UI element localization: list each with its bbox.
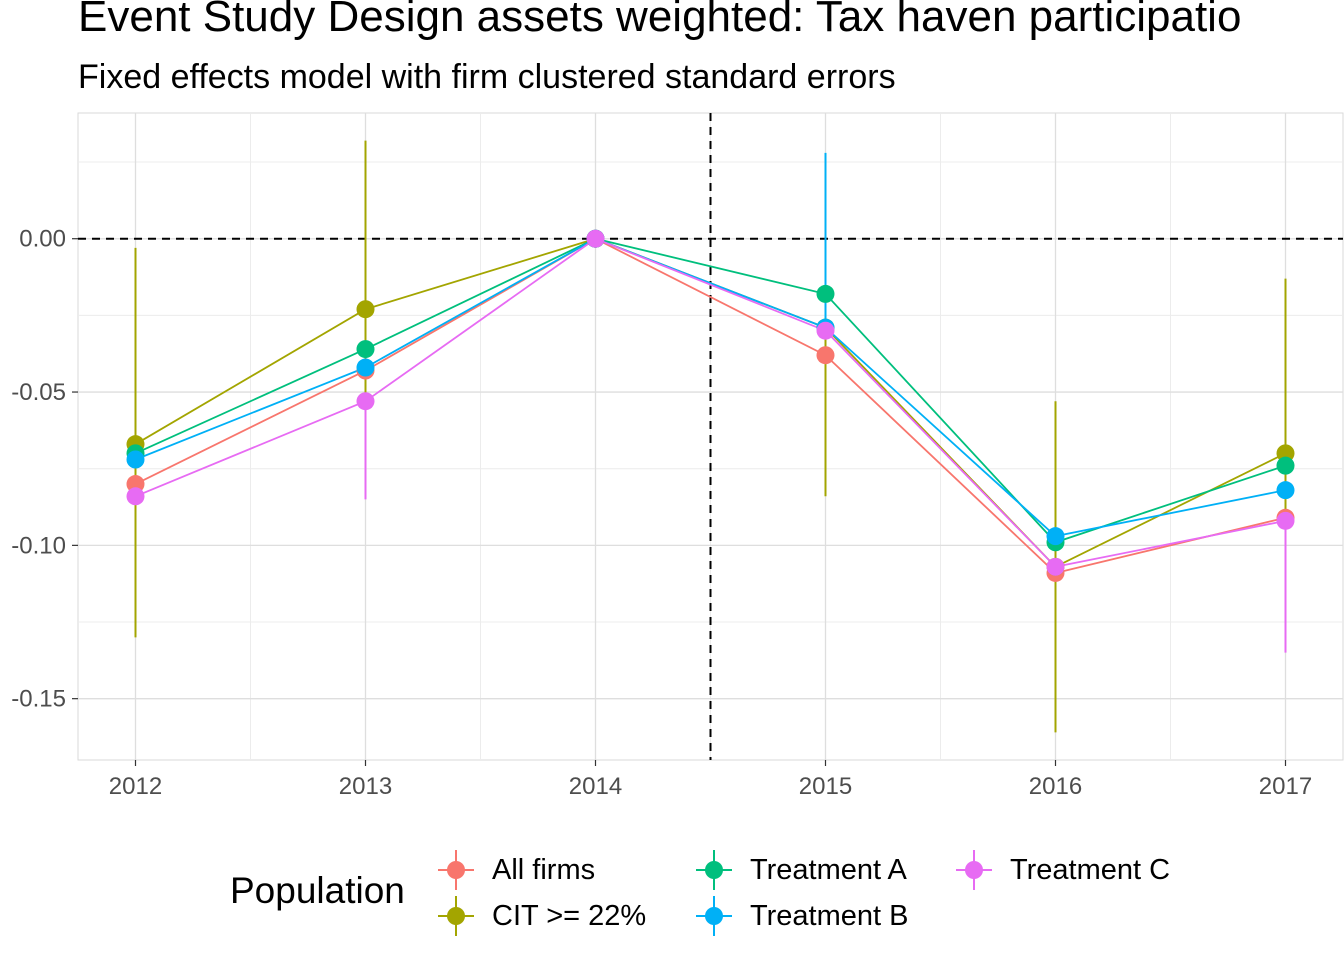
data-point (356, 358, 375, 377)
legend-key-icon (436, 896, 476, 936)
data-point (816, 321, 835, 340)
y-tick-label: -0.15 (11, 686, 66, 713)
data-point (1276, 481, 1295, 500)
legend-label: Treatment A (750, 853, 907, 886)
data-point (356, 340, 375, 359)
legend-dot (447, 861, 465, 879)
data-point (1276, 456, 1295, 475)
data-point (356, 300, 375, 319)
legend-key-icon (436, 850, 476, 890)
legend-item-treatment-b: Treatment B (694, 896, 908, 936)
axes: 0.00 -0.05 -0.10 -0.15 2012 2013 2014 2015 2016 2… (11, 226, 1312, 800)
y-tick-label: 0.00 (19, 226, 66, 253)
legend-title: Population (230, 870, 405, 911)
x-tick-label: 2017 (1259, 773, 1312, 800)
data-point (1046, 527, 1065, 546)
series-line (135, 237, 1286, 544)
data-point (586, 229, 605, 248)
legend-label: All firms (492, 853, 596, 886)
y-tick-label: -0.10 (11, 532, 66, 559)
legend-key-icon (954, 850, 994, 890)
x-tick-label: 2014 (569, 773, 622, 800)
series-4 (135, 237, 1287, 653)
data-point (1276, 511, 1295, 530)
legend-item-cit-22: CIT >= 22% (436, 896, 646, 936)
x-tick-label: 2015 (799, 773, 852, 800)
x-tick-label: 2012 (109, 773, 162, 800)
legend-label: CIT >= 22% (492, 899, 647, 932)
series-points-4 (126, 229, 1295, 576)
legend-key-icon (694, 850, 734, 890)
x-tick-label: 2013 (339, 773, 392, 800)
data-point (356, 392, 375, 411)
chart-subtitle: Fixed effects model with firm clustered … (78, 58, 896, 96)
series-0 (135, 237, 1286, 574)
data-point (816, 346, 835, 365)
series-line (135, 237, 1286, 538)
series-line (135, 237, 1286, 568)
series-line (135, 237, 1286, 574)
y-tick-label: -0.05 (11, 379, 66, 406)
legend-label: Treatment B (750, 899, 909, 932)
x-tick-label: 2016 (1029, 773, 1082, 800)
data-point (816, 284, 835, 303)
series (126, 140, 1295, 733)
data-point (126, 487, 145, 506)
legend-label: Treatment C (1010, 853, 1171, 886)
legend-item-treatment-a: Treatment A (694, 850, 907, 890)
legend-dot (705, 861, 723, 879)
legend-key-icon (694, 896, 734, 936)
legend-dot (447, 907, 465, 925)
reference-lines (78, 113, 1343, 760)
data-point (126, 450, 145, 469)
legend-item-all-firms: All firms (436, 850, 595, 890)
series-2 (135, 237, 1286, 544)
chart-title: Event Study Design assets weighted: Tax … (78, 0, 1242, 41)
data-point (1046, 557, 1065, 576)
legend-item-treatment-c: Treatment C (954, 850, 1170, 890)
legend-dot (705, 907, 723, 925)
legend-dot (965, 861, 983, 879)
